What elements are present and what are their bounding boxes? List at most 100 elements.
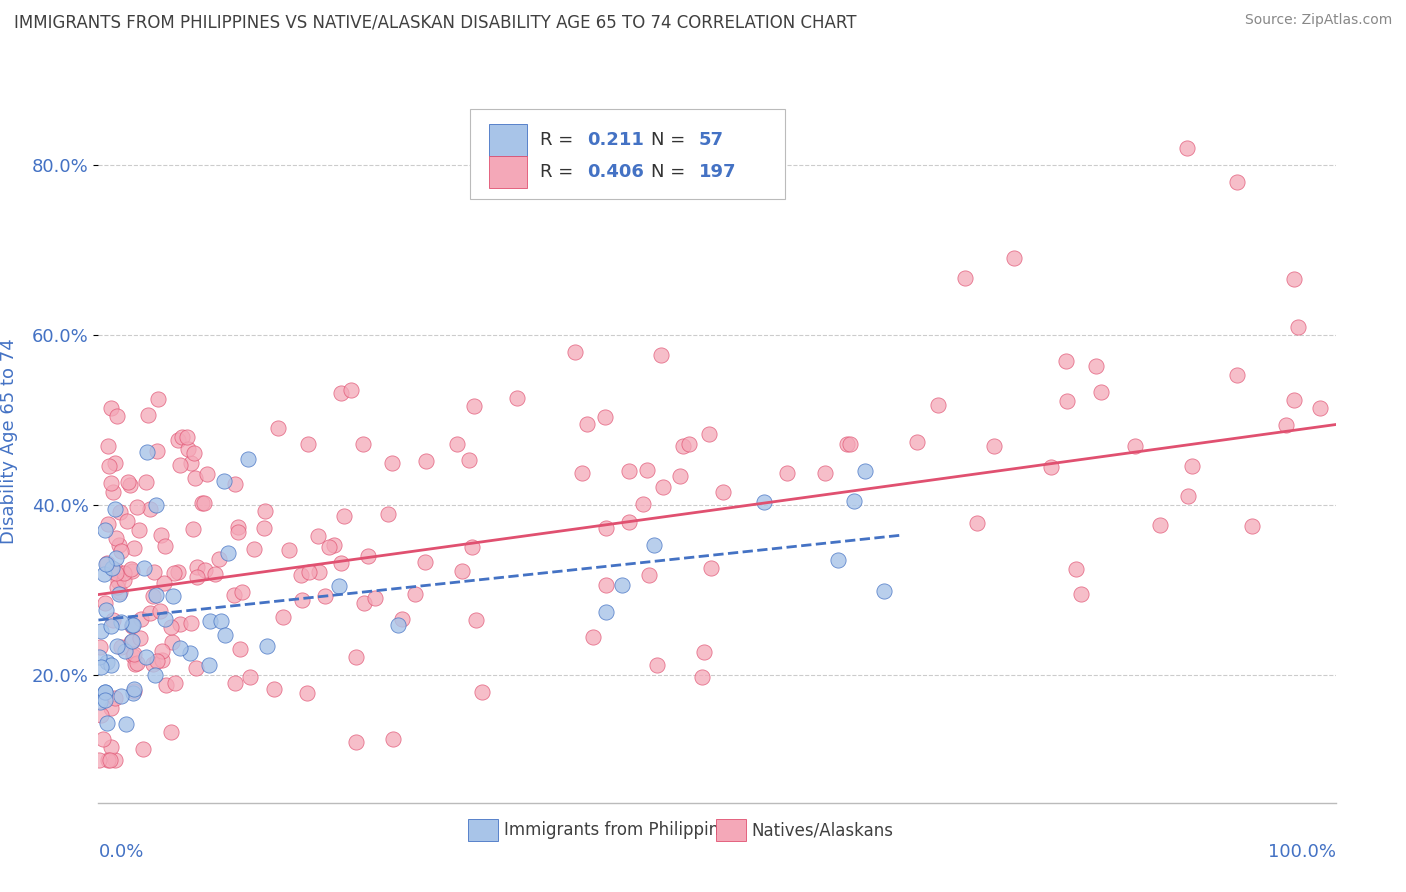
Point xyxy=(352,437,374,451)
Point xyxy=(181,522,204,536)
Point xyxy=(142,657,165,672)
Point xyxy=(290,567,312,582)
Point xyxy=(1282,271,1305,285)
Point xyxy=(612,578,634,592)
Point xyxy=(146,443,169,458)
Text: 57: 57 xyxy=(699,131,724,149)
Point xyxy=(463,399,485,413)
Point xyxy=(122,682,145,697)
Point xyxy=(104,456,127,470)
Point xyxy=(89,753,111,767)
Point xyxy=(103,613,125,627)
Point xyxy=(107,537,129,551)
Point xyxy=(364,591,387,606)
Point xyxy=(844,493,866,508)
Point xyxy=(209,614,232,628)
Point xyxy=(1090,384,1112,399)
Point xyxy=(155,678,177,692)
Point xyxy=(96,715,118,730)
Point xyxy=(330,386,353,401)
Point xyxy=(1284,393,1306,408)
Point xyxy=(224,675,246,690)
Point xyxy=(163,675,186,690)
Point xyxy=(195,467,218,482)
Point xyxy=(121,634,143,648)
Text: 0.211: 0.211 xyxy=(588,131,644,149)
Point xyxy=(595,521,617,535)
Point xyxy=(1054,354,1077,368)
Point xyxy=(153,576,176,591)
Point xyxy=(837,437,859,451)
Point xyxy=(110,690,132,704)
Point xyxy=(121,617,143,632)
Point xyxy=(713,485,735,500)
Point xyxy=(125,500,148,514)
Point xyxy=(927,399,949,413)
Point xyxy=(117,475,139,490)
Point xyxy=(100,658,122,673)
Point xyxy=(256,639,278,653)
Point xyxy=(582,630,605,644)
Point xyxy=(853,464,876,478)
Point xyxy=(318,541,340,555)
Point xyxy=(100,700,122,714)
Point xyxy=(122,541,145,555)
Point xyxy=(564,344,586,359)
Point xyxy=(1286,319,1309,334)
Point xyxy=(198,614,221,628)
Point xyxy=(94,596,117,610)
Point xyxy=(1226,175,1249,189)
Point xyxy=(146,654,169,668)
Point xyxy=(451,564,474,578)
Point xyxy=(121,617,143,632)
Point xyxy=(1064,562,1087,576)
Point xyxy=(461,540,484,554)
Point xyxy=(198,658,221,673)
Point xyxy=(1175,141,1198,155)
Point xyxy=(239,670,262,684)
Point xyxy=(229,642,252,657)
Point xyxy=(100,740,122,755)
Point xyxy=(571,466,593,480)
Point xyxy=(505,391,527,405)
Point xyxy=(93,523,115,537)
Point xyxy=(169,617,191,632)
Point xyxy=(162,589,184,603)
Point xyxy=(128,523,150,537)
Point xyxy=(135,650,157,665)
Point xyxy=(153,539,176,553)
Point xyxy=(226,520,249,534)
Point xyxy=(145,499,167,513)
Point xyxy=(115,717,138,731)
Point xyxy=(1039,459,1062,474)
Point xyxy=(184,661,207,675)
Point xyxy=(94,557,117,571)
Point xyxy=(873,583,896,598)
Point xyxy=(94,684,117,698)
Point xyxy=(100,619,122,633)
Point xyxy=(678,437,700,451)
Point xyxy=(669,469,692,483)
Point xyxy=(101,561,124,575)
Point xyxy=(110,544,132,558)
Point xyxy=(652,480,675,494)
Point xyxy=(377,508,399,522)
Point xyxy=(135,475,157,490)
Point xyxy=(273,609,295,624)
Point xyxy=(827,553,849,567)
Text: 0.406: 0.406 xyxy=(588,163,644,181)
Point xyxy=(314,589,336,603)
Point xyxy=(238,451,260,466)
Point xyxy=(150,528,173,542)
Point xyxy=(415,555,437,569)
Point xyxy=(1123,439,1146,453)
Point xyxy=(110,640,132,655)
Point xyxy=(104,753,127,767)
Point xyxy=(114,644,136,658)
Point xyxy=(263,682,285,697)
Point xyxy=(90,624,112,639)
Point xyxy=(204,567,226,582)
Point xyxy=(297,436,319,450)
Point xyxy=(97,439,120,453)
Point xyxy=(180,456,202,470)
